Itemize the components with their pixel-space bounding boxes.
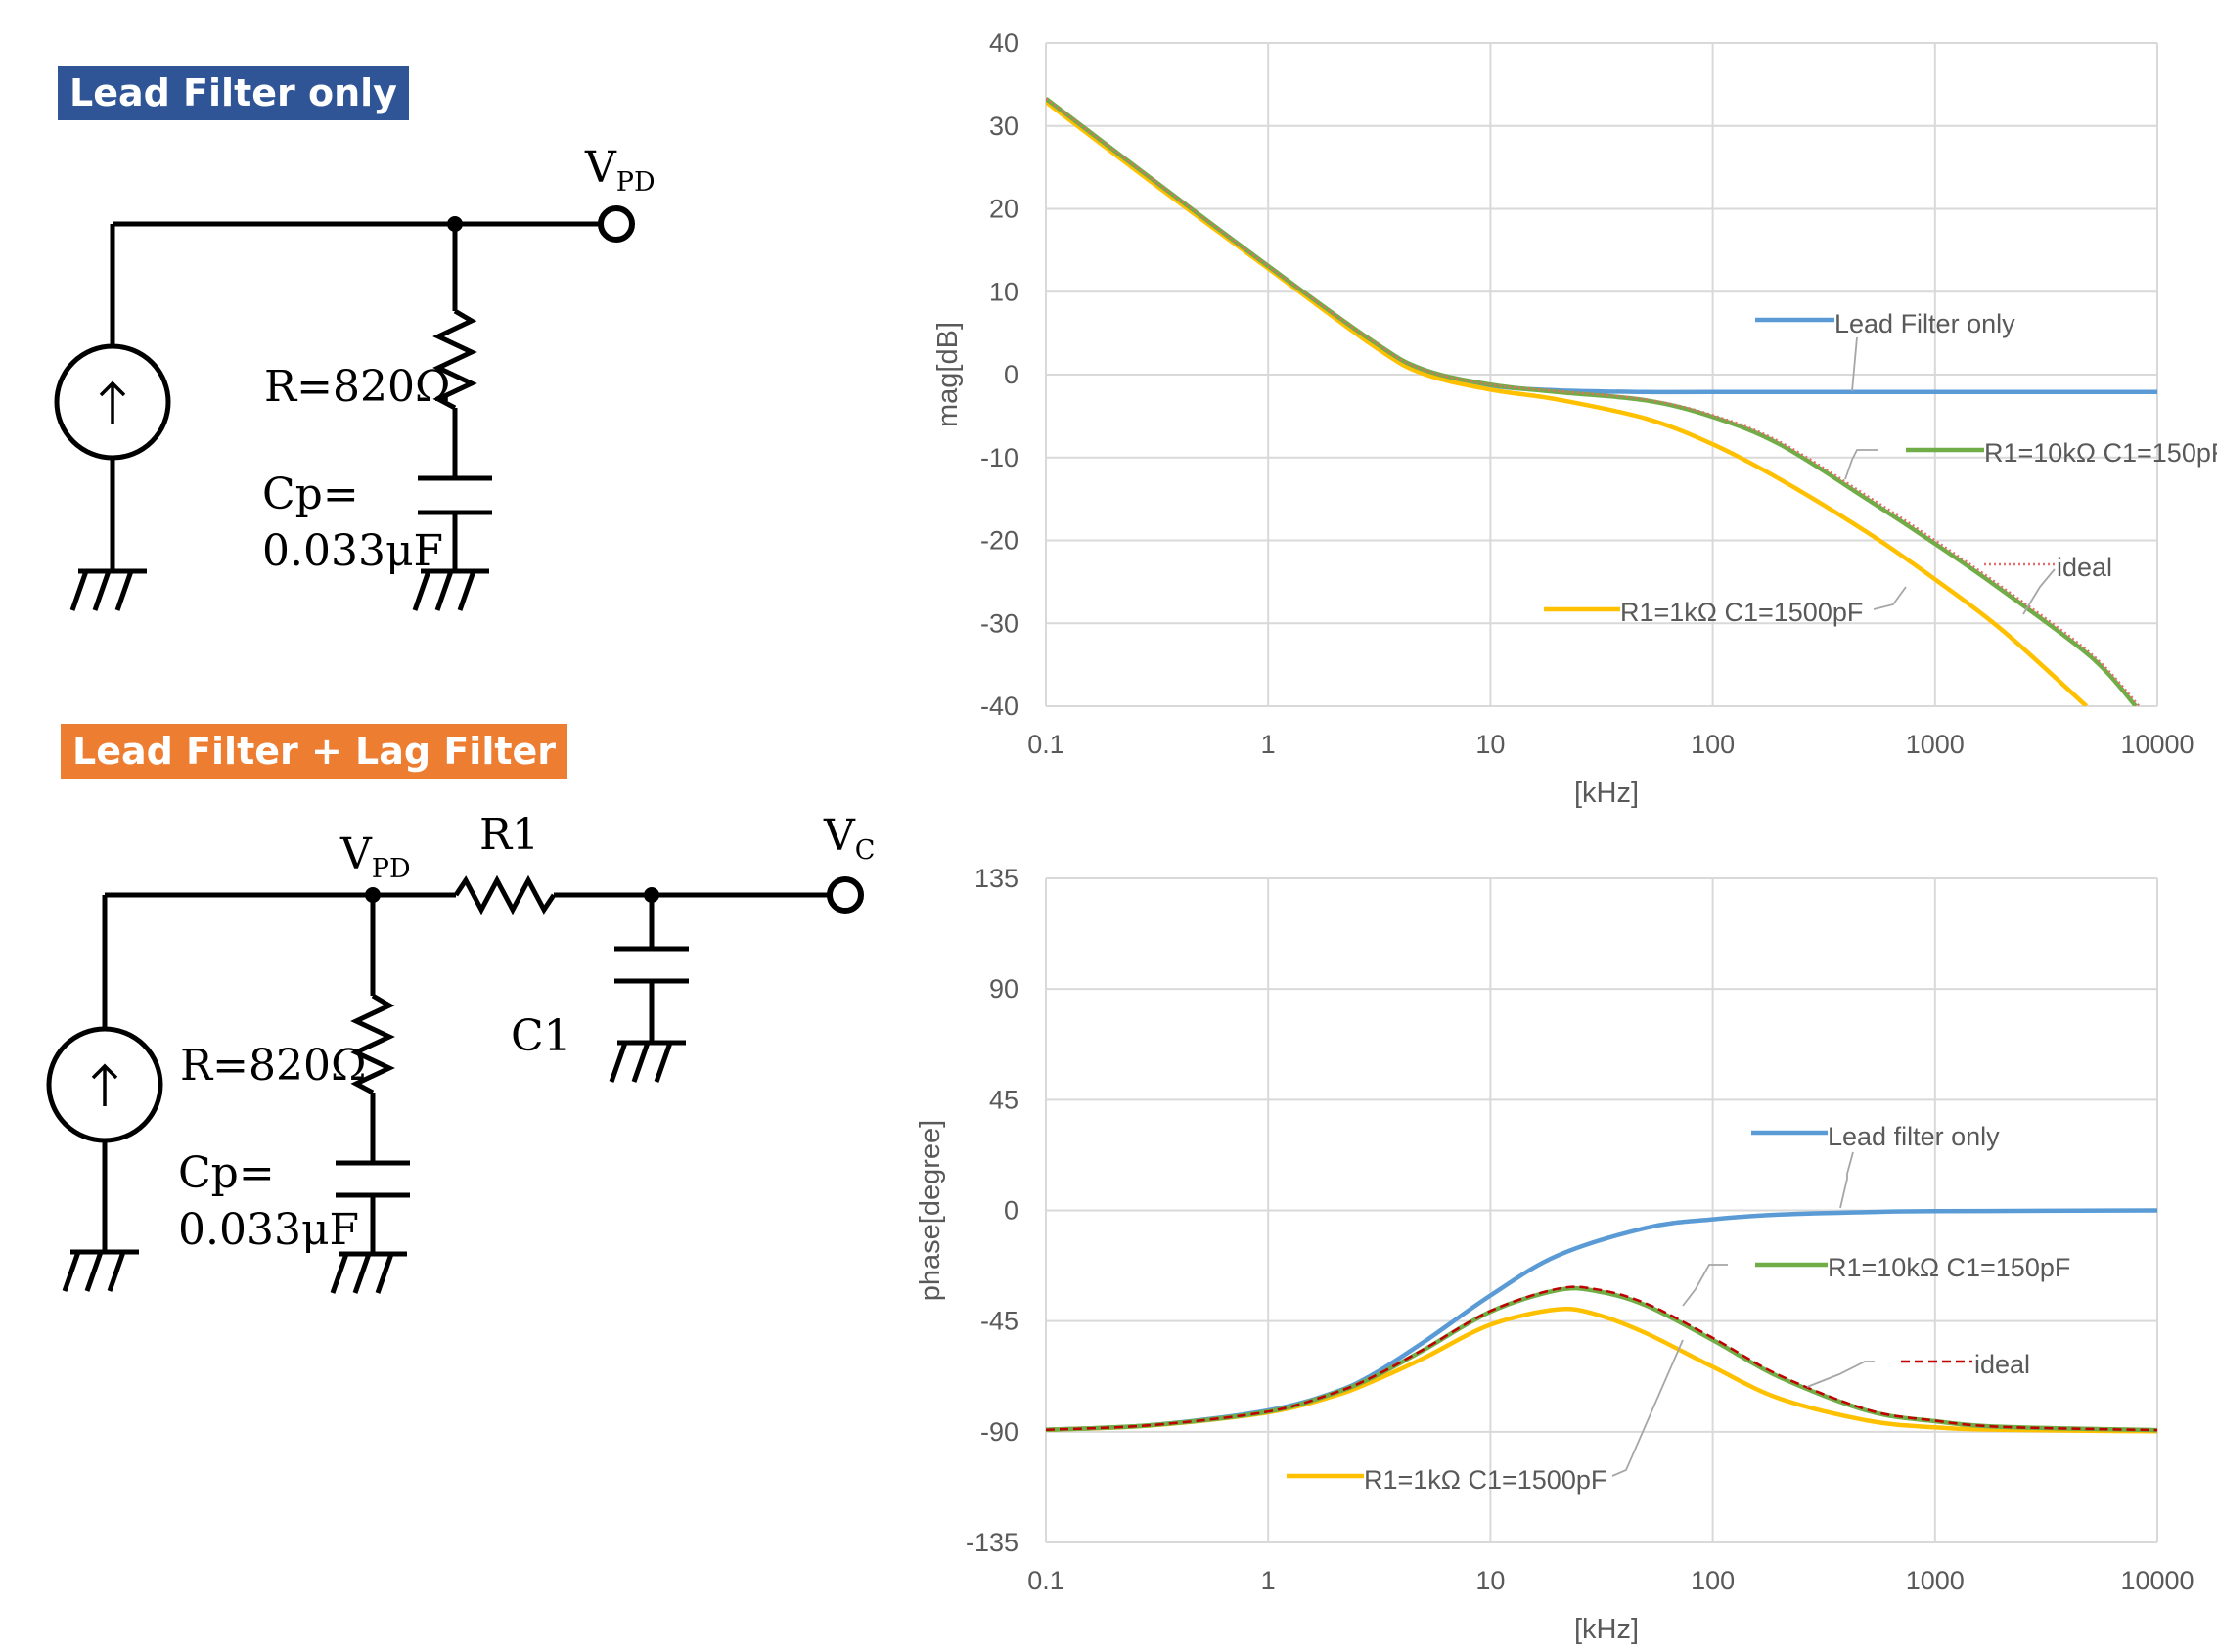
x-tick-label: 1 [1261, 730, 1276, 759]
y-tick-label: 40 [989, 28, 1018, 58]
vpd-label: VPD [584, 143, 656, 198]
y-axis-label: phase[degree] [915, 1120, 946, 1301]
x-axis-label: [kHz] [1574, 778, 1639, 809]
lead-lag-filter-badge: Lead Filter + Lag Filter [61, 724, 568, 779]
ground-icon [412, 568, 489, 611]
lead-filter-schematic [54, 205, 635, 611]
y-tick-label: -135 [966, 1528, 1018, 1557]
vpd-label: VPD [339, 829, 411, 884]
series-line-r1-1k-c1-1500pf [1046, 100, 2089, 706]
y-tick-label: -40 [980, 692, 1018, 721]
r-label: R=820Ω [264, 362, 450, 412]
c1-capacitor-icon [614, 946, 689, 984]
legend-label: R1=1kΩ C1=1500pF [1620, 598, 1863, 627]
legend-label: ideal [1974, 1350, 2030, 1379]
y-tick-label: -30 [980, 608, 1018, 638]
x-tick-label: 10000 [2120, 1566, 2194, 1595]
x-tick-label: 0.1 [1027, 730, 1064, 759]
series-line-r1-10k-c1-150pf [1046, 97, 2138, 706]
r-label: R=820Ω [180, 1041, 366, 1091]
vc-terminal [827, 876, 864, 914]
r1-resistor-icon [453, 874, 557, 915]
vc-label: VC [823, 811, 875, 866]
x-tick-label: 10 [1475, 730, 1505, 759]
y-tick-label: 135 [974, 864, 1018, 893]
y-tick-label: -20 [980, 526, 1018, 556]
y-tick-label: -10 [980, 443, 1018, 472]
ground-icon [609, 1040, 686, 1083]
c1-label: C1 [511, 1011, 571, 1061]
callout-leader [1806, 1361, 1875, 1388]
ground-icon [330, 1251, 407, 1294]
resistor-icon [350, 993, 395, 1095]
x-tick-label: 1000 [1906, 1566, 1965, 1595]
x-tick-label: 1 [1261, 1566, 1276, 1595]
y-tick-label: 0 [1004, 1196, 1018, 1226]
r1-label: R1 [479, 810, 539, 860]
y-tick-label: 45 [989, 1085, 1018, 1114]
cp-label-line2: 0.033μF [262, 526, 443, 576]
legend-label: Lead filter only [1828, 1122, 2000, 1151]
ground-icon [69, 568, 147, 611]
phase-chart: 135 90 45 0 -45 -90 -135 0.1 1 10 100 1000 10000 [kHz… [915, 864, 2194, 1645]
cp-label-line1: Cp= [178, 1148, 275, 1198]
x-tick-label: 10000 [2120, 730, 2194, 759]
legend-label: R1=10kΩ C1=150pF [1984, 438, 2217, 468]
resistor-icon [432, 308, 477, 411]
x-tick-label: 0.1 [1027, 1566, 1064, 1595]
callout-leader [1682, 1264, 1728, 1307]
y-tick-label: 30 [989, 112, 1018, 141]
series-line-lead-filter-only [1046, 99, 2157, 395]
legend-label: R1=1kΩ C1=1500pF [1364, 1465, 1606, 1495]
cp-label-line1: Cp= [262, 469, 359, 519]
series-line-lead-filter-only [1046, 1208, 2157, 1432]
legend-label: Lead Filter only [1834, 309, 2015, 338]
cp-label-line2: 0.033μF [178, 1205, 359, 1255]
y-tick-label: -45 [980, 1307, 1018, 1336]
x-tick-label: 100 [1691, 1566, 1735, 1595]
y-tick-label: 0 [1004, 360, 1018, 389]
x-axis-label: [kHz] [1574, 1614, 1639, 1645]
callout-leader [2022, 568, 2056, 615]
callout-leader [1851, 336, 1858, 392]
y-axis-label: mag[dB] [932, 322, 964, 427]
vpd-terminal [598, 205, 635, 243]
y-tick-label: 20 [989, 195, 1018, 224]
series-line-ideal [1046, 1285, 2157, 1432]
x-tick-label: 100 [1691, 730, 1735, 759]
callout-leader [1839, 1151, 1854, 1209]
ground-icon [62, 1249, 139, 1292]
y-tick-label: -90 [980, 1417, 1018, 1447]
lead-filter-badge: Lead Filter only [58, 66, 409, 120]
series-line-ideal [1046, 97, 2141, 706]
callout-leader [1844, 449, 1878, 480]
legend-label: ideal [2057, 553, 2112, 582]
capacitor-icon [418, 475, 492, 515]
lead-lag-filter-schematic [46, 874, 864, 1294]
legend-label: R1=10kΩ C1=150pF [1828, 1253, 2070, 1282]
callout-leader [1611, 1339, 1684, 1477]
x-tick-label: 1000 [1906, 730, 1965, 759]
current-arrow-icon [91, 1063, 118, 1106]
callout-leader [1873, 586, 1907, 610]
y-tick-label: 10 [989, 277, 1018, 306]
capacitor-icon [336, 1160, 410, 1198]
y-tick-label: 90 [989, 974, 1018, 1004]
x-tick-label: 10 [1475, 1566, 1505, 1595]
current-arrow-icon [99, 380, 126, 424]
